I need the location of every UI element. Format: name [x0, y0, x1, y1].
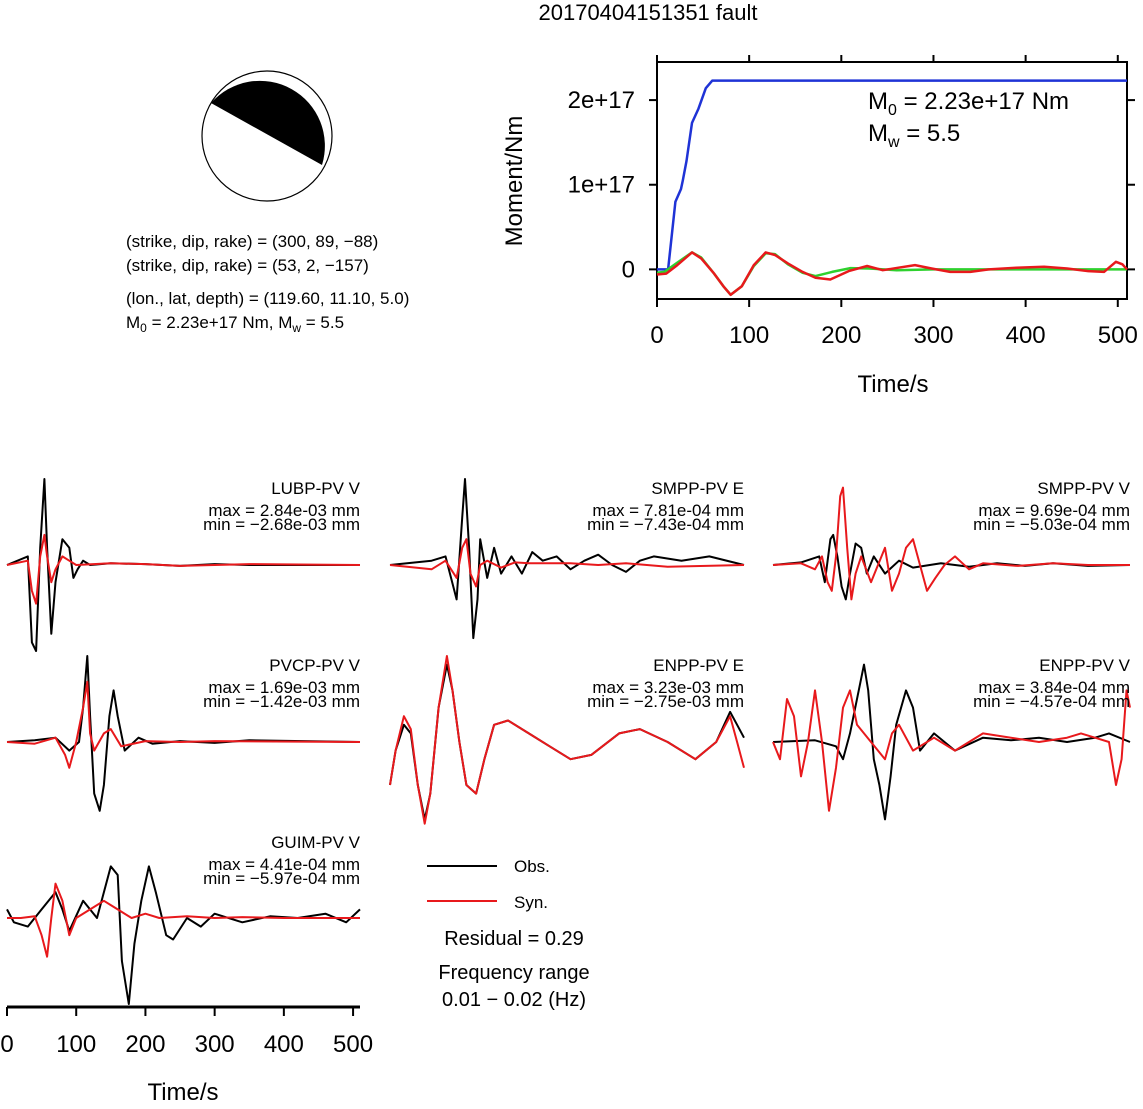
station-max: max = 7.81e-04 mm [592, 501, 744, 520]
moment-series-moment [657, 79, 1127, 271]
moment-series-stf [656, 251, 1127, 297]
waveform-legend: Obs. Syn. Residual = 0.29 Frequency rang… [427, 857, 590, 1011]
moment-plot-xlabel: Time/s [857, 371, 928, 398]
station-max: max = 1.69e-03 mm [208, 678, 360, 697]
moment-xtick-label: 100 [729, 322, 769, 349]
waveform-xtick-label: 0 [0, 1031, 13, 1058]
station-min: min = −2.68e-03 mm [203, 515, 360, 534]
station-max: max = 3.23e-03 mm [592, 678, 744, 697]
station-name: ENPP-PV V [1039, 656, 1130, 675]
synthetic-trace [6, 533, 361, 605]
waveform-axis-ticks: 0 100 200 300 400 500 [0, 1007, 373, 1058]
focal-mechanism-beachball [201, 70, 333, 202]
waveform-axis-xlabel: Time/s [147, 1079, 218, 1104]
mw-subscript: w [291, 321, 301, 335]
moment-plot-series [656, 79, 1128, 297]
moment-ytick-label: 0 [622, 256, 635, 283]
station-min: min = −2.75e-03 mm [587, 692, 744, 711]
moment-xtick-label: 500 [1098, 322, 1138, 349]
station-min: min = −5.97e-04 mm [203, 869, 360, 888]
waveform-xtick-label: 100 [56, 1031, 96, 1058]
observed-trace [389, 478, 745, 640]
moment-annotation-m0: M0 = 2.23e+17 Nm [868, 88, 1069, 119]
m0-symbol: M [126, 313, 140, 332]
station-min: min = −4.57e-04 mm [973, 692, 1130, 711]
annot-mw-value: = 5.5 [900, 120, 961, 147]
synthetic-trace [772, 486, 1130, 601]
figure-title: 20170404151351 fault [539, 0, 758, 25]
station-name: LUBP-PV V [271, 479, 360, 498]
station-max: max = 4.41e-04 mm [208, 855, 360, 874]
moment-annotation-mw: Mw = 5.5 [868, 120, 960, 151]
station-name: SMPP-PV E [651, 479, 744, 498]
annot-mw-symbol: M [868, 120, 888, 147]
mechanism-parameters: (strike, dip, rake) = (300, 89, −88) (st… [126, 232, 409, 335]
annot-mw-subscript: w [887, 134, 900, 151]
moment-xtick-label: 400 [1006, 322, 1046, 349]
station-max: max = 9.69e-04 mm [978, 501, 1130, 520]
moment-ytick-label: 2e+17 [568, 87, 635, 114]
mw-value-text: = 5.5 [301, 313, 344, 332]
legend-syn-label: Syn. [514, 893, 548, 912]
station-min: min = −7.43e-04 mm [587, 515, 744, 534]
station-name: ENPP-PV E [653, 656, 744, 675]
nodal-plane-1: (strike, dip, rake) = (300, 89, −88) [126, 232, 378, 251]
station-max: max = 3.84e-04 mm [978, 678, 1130, 697]
nodal-plane-2: (strike, dip, rake) = (53, 2, −157) [126, 256, 369, 275]
moment-xtick-label: 300 [913, 322, 953, 349]
moment-ytick-label: 1e+17 [568, 172, 635, 199]
station-name: GUIM-PV V [271, 833, 360, 852]
moment-xtick-label: 0 [650, 322, 663, 349]
moment-series-stf_red [656, 251, 1128, 297]
synthetic-trace [772, 689, 1131, 812]
synthetic-trace [389, 655, 745, 825]
residual-value: Residual = 0.29 [444, 928, 584, 950]
waveform-xtick-label: 500 [333, 1031, 373, 1058]
synthetic-trace [6, 680, 361, 769]
legend-obs-label: Obs. [514, 857, 550, 876]
moment-plot-frame [656, 61, 1128, 300]
waveform-xtick-label: 300 [195, 1031, 235, 1058]
station-min: min = −5.03e-04 mm [973, 515, 1130, 534]
station-min: min = −1.42e-03 mm [203, 692, 360, 711]
annot-m0-symbol: M [868, 88, 888, 115]
observed-trace [772, 663, 1131, 821]
station-name: SMPP-PV V [1037, 479, 1130, 498]
observed-trace [6, 865, 361, 1005]
annot-m0-subscript: 0 [888, 102, 897, 119]
synthetic-trace [7, 882, 360, 958]
event-magnitude: M0 = 2.23e+17 Nm, Mw = 5.5 [126, 313, 344, 335]
moment-xtick-label: 200 [821, 322, 861, 349]
moment-plot-ticks: 0 100 200 300 400 500 0 1e+17 2e+17 [568, 55, 1138, 349]
moment-plot-ylabel: Moment/Nm [501, 116, 528, 247]
waveform-xtick-label: 200 [125, 1031, 165, 1058]
station-max: max = 2.84e-03 mm [208, 501, 360, 520]
m0-value-text: = 2.23e+17 Nm, M [147, 313, 293, 332]
waveform-time-axis: 0 100 200 300 400 500 Time/s [0, 1005, 373, 1106]
synthetic-trace [389, 538, 745, 588]
station-name: PVCP-PV V [269, 656, 360, 675]
frequency-range-label: Frequency range [438, 962, 589, 984]
frequency-range-value: 0.01 − 0.02 (Hz) [442, 989, 586, 1011]
moment-plot: 0 100 200 300 400 500 0 1e+17 2e+17 Moment/Nm Ti… [501, 55, 1138, 398]
m0-subscript: 0 [140, 321, 147, 335]
annot-m0-value: = 2.23e+17 Nm [897, 88, 1069, 115]
waveform-xtick-label: 400 [264, 1031, 304, 1058]
event-location: (lon., lat, depth) = (119.60, 11.10, 5.0… [126, 289, 409, 308]
observed-trace [772, 533, 1131, 601]
